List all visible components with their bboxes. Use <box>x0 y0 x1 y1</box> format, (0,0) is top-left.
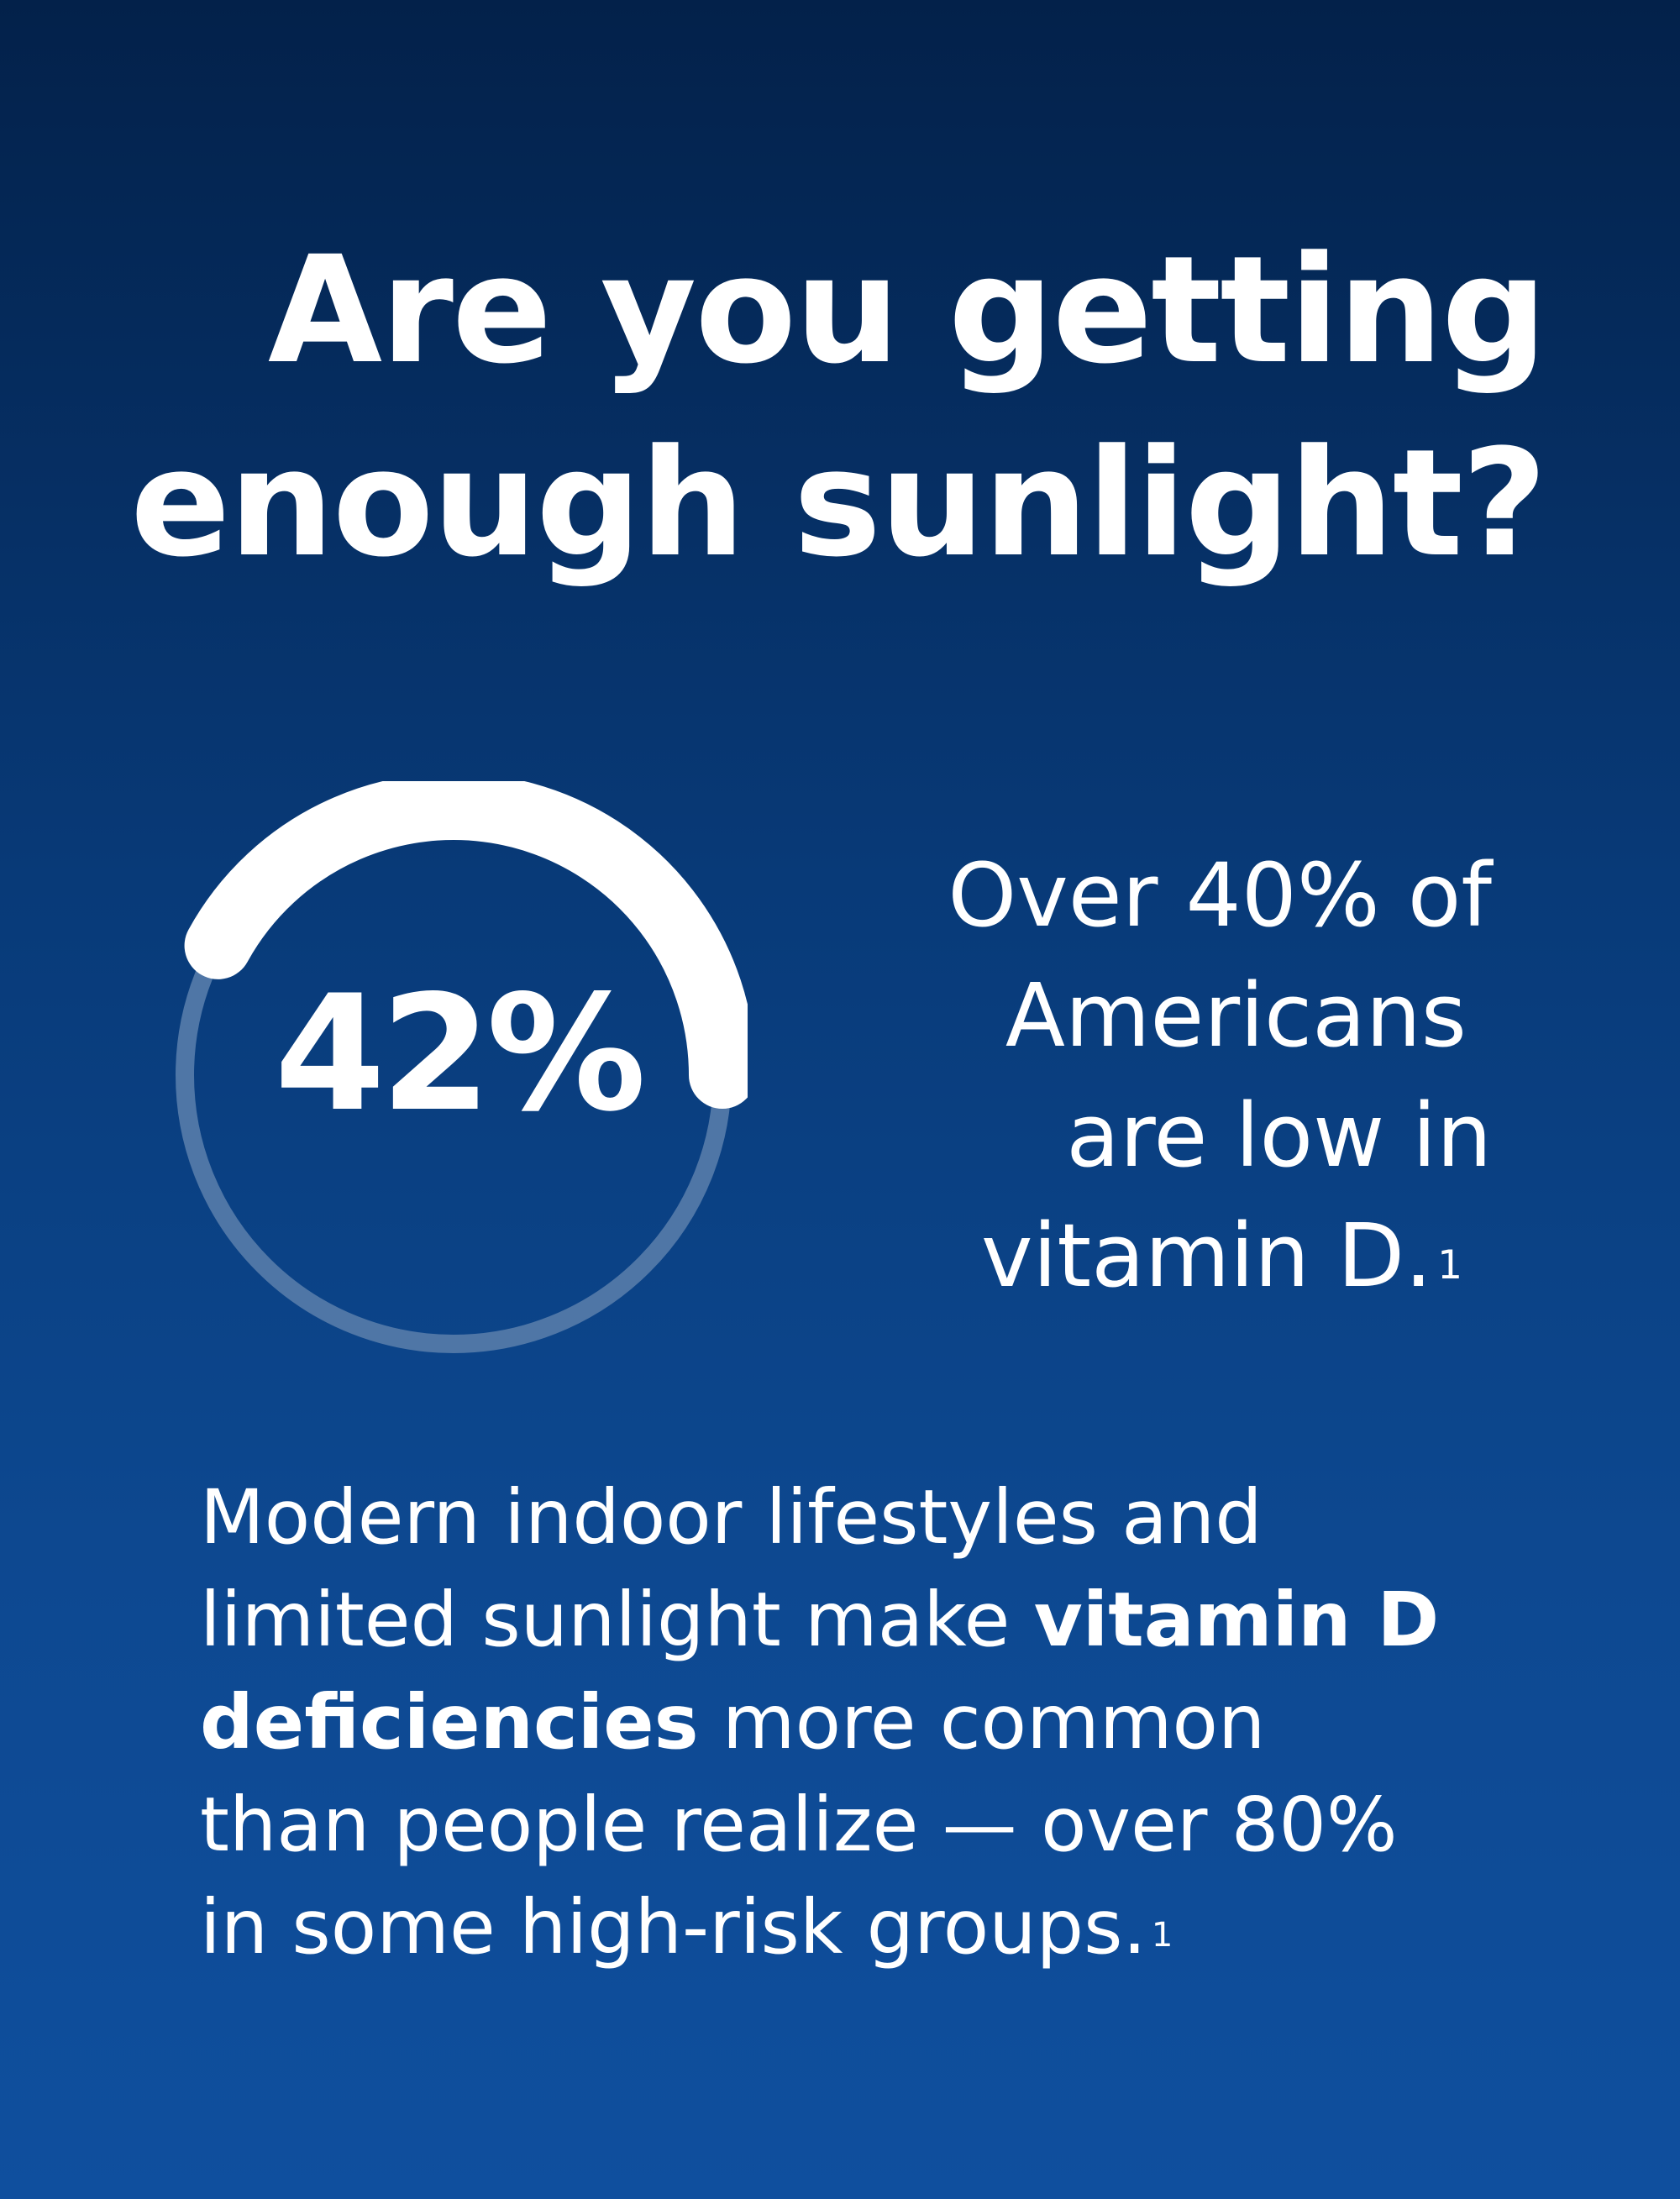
body-line-2: limited sunlight make vitamin D <box>200 1568 1544 1671</box>
body-line-2-bold: vitamin D <box>1033 1576 1440 1663</box>
body-footnote-marker: 1 <box>1151 1916 1173 1955</box>
body-line-2-text: limited sunlight make <box>200 1576 1034 1663</box>
body-line-3: deficiencies more common <box>200 1671 1544 1773</box>
stat-line-3: are low in <box>1066 1084 1492 1187</box>
headline-line-2: enough sunlight? <box>130 417 1547 590</box>
body-line-3-bold: deficiencies <box>200 1678 699 1766</box>
gauge-value: 42% <box>274 961 647 1147</box>
gauge-fill-arc <box>184 781 748 1109</box>
body-line-4: than people realize — over 80% <box>200 1781 1398 1868</box>
body-line-1: Modern indoor lifestyles and <box>200 1473 1263 1561</box>
gauge-ring <box>176 781 748 1353</box>
stat-line-4-text: vitamin D. <box>980 1204 1433 1307</box>
stat-line-1: Over 40% of <box>948 844 1492 947</box>
headline: Are you getting enough sunlight? <box>34 214 1547 601</box>
body-line-3-text: more common <box>698 1678 1266 1766</box>
headline-line-1: Are you getting <box>267 224 1547 396</box>
stat-footnote-marker: 1 <box>1437 1242 1462 1288</box>
percentage-gauge: 42% <box>168 781 748 1369</box>
stat-statement: Over 40% of Americans are low in vitamin… <box>904 836 1492 1316</box>
stat-line-2: Americans <box>1005 964 1467 1067</box>
body-line-5: in some high-risk groups. 1 <box>200 1876 1544 1978</box>
stat-line-4: vitamin D. 1 <box>904 1196 1492 1316</box>
body-copy: Modern indoor lifestyles and limited sun… <box>200 1466 1544 1978</box>
body-line-5-text: in some high-risk groups. <box>200 1883 1147 1971</box>
